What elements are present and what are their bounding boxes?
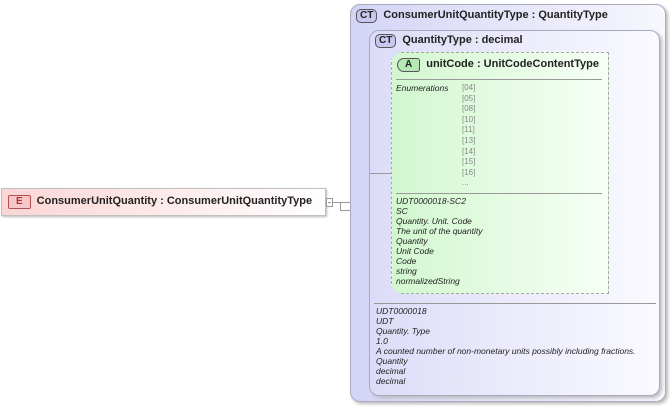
detail-line: 1.0: [376, 336, 388, 346]
detail-line: normalizedString: [396, 276, 460, 286]
element-badge: E: [8, 195, 31, 209]
enum-value: [16]: [462, 167, 476, 177]
enum-value: [15]: [462, 157, 476, 167]
enum-value: [13]: [462, 135, 476, 145]
complex-type-badge: CT: [356, 9, 378, 23]
detail-line: Unit Code: [396, 246, 434, 256]
detail-line: Quantity: [376, 356, 408, 366]
enumeration-list: [04] [05] [08] [10] [11] [13] [14] [15] …: [462, 83, 475, 189]
type-details: UDT0000018 UDT Quantity. Type 1.0 A coun…: [376, 306, 636, 386]
connector: [332, 202, 350, 203]
divider: [396, 79, 602, 80]
enum-value: ...: [462, 178, 469, 188]
enum-value: [14]: [462, 146, 476, 156]
enum-value: [04]: [462, 83, 476, 92]
detail-line: A counted number of non-monetary units p…: [376, 346, 636, 356]
detail-line: string: [396, 266, 417, 276]
detail-line: SC: [396, 206, 408, 216]
detail-line: decimal: [376, 366, 406, 376]
base-type-title: QuantityType : decimal: [402, 34, 523, 46]
element-title: ConsumerUnitQuantity : ConsumerUnitQuant…: [36, 195, 313, 207]
enumerations-label: Enumerations: [396, 83, 449, 93]
attribute-title: unitCode : UnitCodeContentType: [426, 58, 599, 70]
detail-line: Quantity. Type: [376, 326, 431, 336]
detail-line: UDT0000018-SC2: [396, 196, 466, 206]
detail-line: UDT0000018: [376, 306, 427, 316]
divider: [396, 193, 602, 194]
detail-line: Quantity. Unit. Code: [396, 216, 472, 226]
connector: [370, 173, 392, 174]
detail-line: The unit of the quantity: [396, 226, 483, 236]
element-box[interactable]: E ConsumerUnitQuantity : ConsumerUnitQuan…: [1, 188, 326, 216]
attribute-details: UDT0000018-SC2 SC Quantity. Unit. Code T…: [396, 196, 482, 286]
connector: [340, 202, 341, 211]
enum-value: [10]: [462, 114, 476, 124]
detail-line: Quantity: [396, 236, 428, 246]
attribute-badge: A: [397, 58, 420, 72]
complex-type-title: ConsumerUnitQuantityType : QuantityType: [383, 9, 608, 21]
detail-line: decimal: [376, 376, 406, 386]
divider: [374, 303, 656, 304]
detail-line: UDT: [376, 316, 394, 326]
enum-value: [11]: [462, 125, 475, 135]
collapse-toggle-icon[interactable]: [326, 198, 333, 207]
enum-value: [05]: [462, 93, 476, 103]
complex-type-badge: CT: [375, 34, 397, 48]
enum-value: [08]: [462, 104, 476, 114]
detail-line: Code: [396, 256, 417, 266]
